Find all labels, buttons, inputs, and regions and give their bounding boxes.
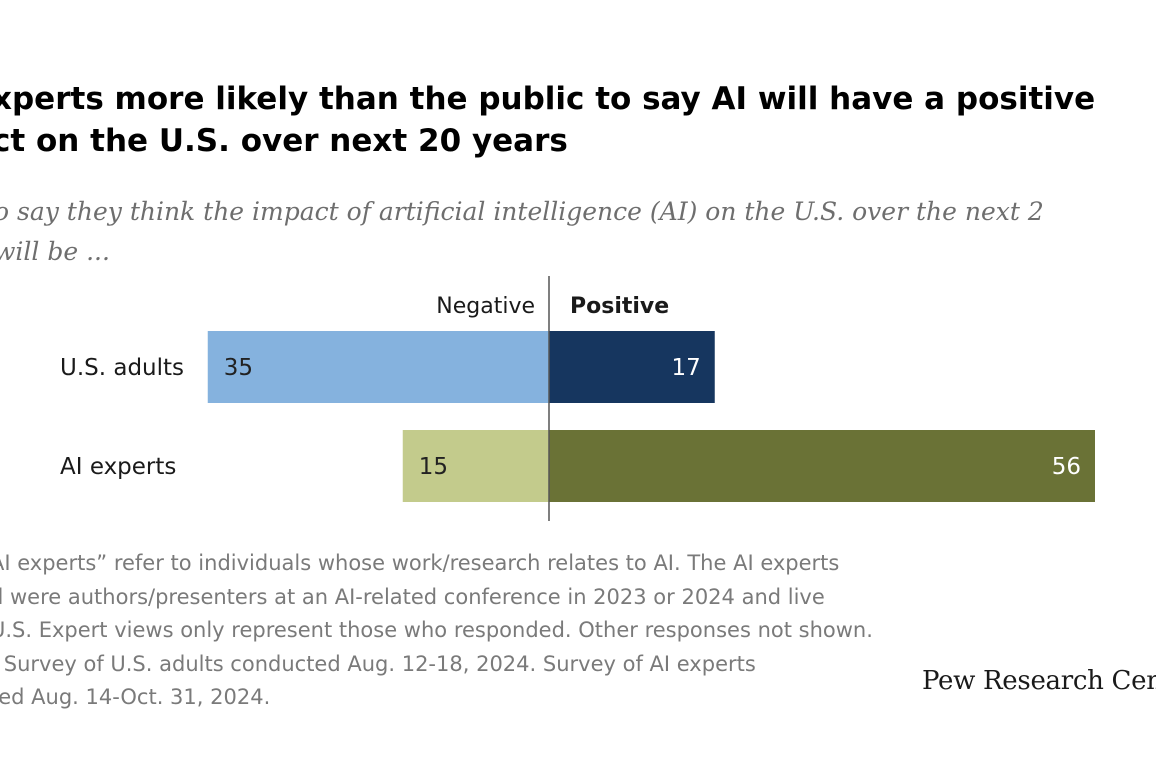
note-line-3: U.S. Expert views only represent those w… <box>0 618 873 642</box>
chart-title: xperts more likely than the public to sa… <box>0 78 1156 162</box>
bar-negative <box>207 331 549 403</box>
bar-value-positive: 17 <box>671 355 700 381</box>
chart-subtitle: o say they think the impact of artificia… <box>0 192 1044 272</box>
bar-value-positive: 56 <box>1052 454 1081 480</box>
note-line-4: : Survey of U.S. adults conducted Aug. 1… <box>0 651 756 676</box>
bar-value-negative: 15 <box>419 454 448 480</box>
subtitle-line-2: will be ... <box>0 237 110 266</box>
legend-positive: Positive <box>570 294 669 319</box>
bar-positive <box>549 331 715 403</box>
pew-research-logo: Pew Research Center <box>922 666 1156 696</box>
bar-negative <box>402 430 549 502</box>
title-line-2: ct on the U.S. over next 20 years <box>0 123 568 159</box>
subtitle-line-1: o say they think the impact of artificia… <box>0 197 1044 226</box>
bar-value-negative: 35 <box>224 355 253 381</box>
category-label: AI experts <box>60 454 176 480</box>
category-label: U.S. adults <box>60 355 184 381</box>
bar-positive <box>549 430 1095 502</box>
diverging-bar-chart: Negative Positive U.S. adults 35 17 AI expert… <box>60 276 1095 521</box>
chart-notes: AI experts” refer to individuals whose w… <box>0 547 873 715</box>
title-line-1: xperts more likely than the public to sa… <box>0 81 1096 117</box>
note-line-1: AI experts” refer to individuals whose w… <box>0 551 840 575</box>
note-line-5: ted Aug. 14-Oct. 31, 2024. <box>0 685 271 709</box>
note-line-2: d were authors/presenters at an AI-relat… <box>0 584 825 609</box>
legend-negative: Negative <box>436 294 535 319</box>
